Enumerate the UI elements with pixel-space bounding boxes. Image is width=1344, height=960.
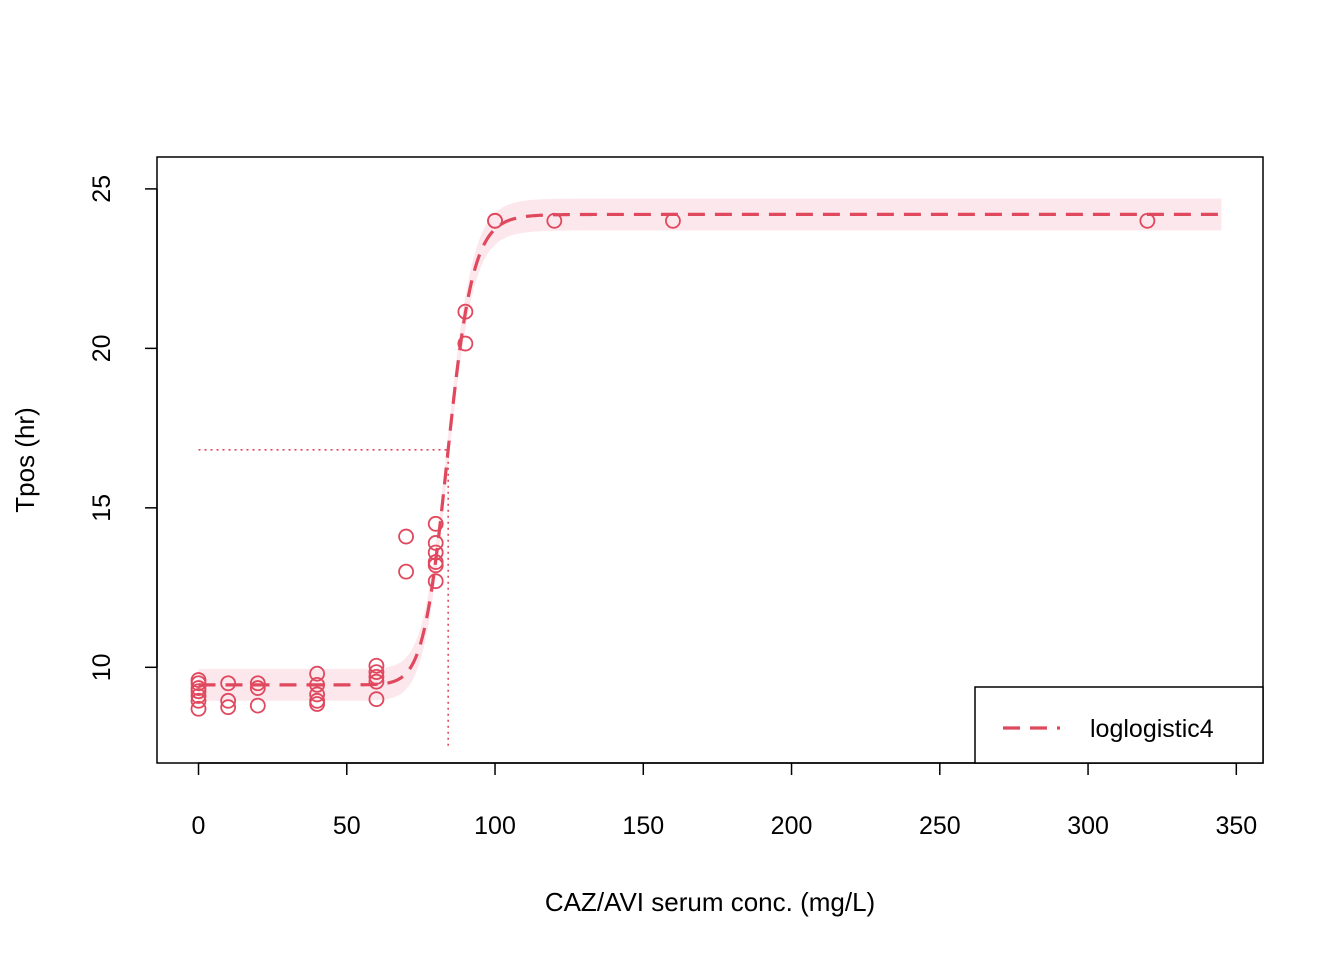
y-tick-label: 20	[88, 334, 116, 362]
loglogistic4-fit-curve	[198, 212, 1222, 687]
data-point	[220, 675, 237, 692]
data-point	[368, 673, 385, 690]
data-point	[457, 335, 474, 352]
x-tick-label: 50	[333, 812, 361, 840]
data-point	[546, 212, 563, 229]
data-point	[309, 665, 326, 682]
data-point	[368, 668, 385, 685]
data-point	[220, 692, 237, 709]
x-axis: 0 50 100 150 200 250 300 350	[192, 762, 1257, 840]
data-point	[249, 697, 266, 714]
data-point	[190, 675, 207, 692]
data-point	[220, 699, 237, 716]
data-point	[368, 657, 385, 674]
data-point	[398, 528, 414, 545]
data-point	[190, 692, 207, 709]
y-axis-title: Tpos (hr)	[10, 407, 40, 512]
data-point	[1139, 212, 1156, 229]
data-point	[427, 535, 444, 551]
x-tick-label: 200	[771, 812, 813, 840]
data-point	[249, 675, 266, 692]
x-tick-label: 300	[1067, 812, 1109, 840]
data-point	[190, 683, 207, 700]
data-point	[665, 212, 681, 229]
x-tick-label: 250	[919, 812, 961, 840]
data-point	[487, 212, 503, 229]
x-axis-title: CAZ/AVI serum conc. (mg/L)	[545, 887, 875, 917]
data-point	[427, 557, 444, 574]
data-point	[368, 664, 385, 680]
y-tick-label: 25	[88, 175, 116, 203]
data-point	[457, 303, 474, 320]
confidence-band	[198, 198, 1222, 701]
x-tick-label: 100	[474, 812, 516, 840]
y-axis: 10 15 20 25	[88, 175, 158, 681]
confidence-band-layer	[198, 198, 1222, 701]
data-points-layer	[190, 212, 1156, 717]
y-tick-label: 10	[88, 653, 116, 681]
x-tick-label: 150	[622, 812, 664, 840]
data-point	[398, 563, 414, 580]
reference-lines-layer	[198, 448, 449, 748]
data-point	[309, 676, 326, 693]
data-point	[427, 573, 444, 590]
x-tick-label: 350	[1215, 812, 1257, 840]
fit-curve-layer	[198, 212, 1222, 687]
data-point	[190, 688, 207, 704]
data-point	[427, 515, 444, 532]
data-point	[190, 700, 207, 717]
data-point	[309, 686, 326, 703]
legend-label-loglogistic4: loglogistic4	[1090, 715, 1214, 743]
data-point	[427, 544, 444, 561]
data-point	[309, 696, 326, 712]
y-tick-label: 15	[88, 494, 116, 522]
data-point	[249, 680, 266, 696]
legend-box	[974, 686, 1264, 764]
legend: loglogistic4	[974, 686, 1264, 764]
x-tick-label: 0	[192, 812, 206, 840]
data-point	[368, 691, 385, 708]
